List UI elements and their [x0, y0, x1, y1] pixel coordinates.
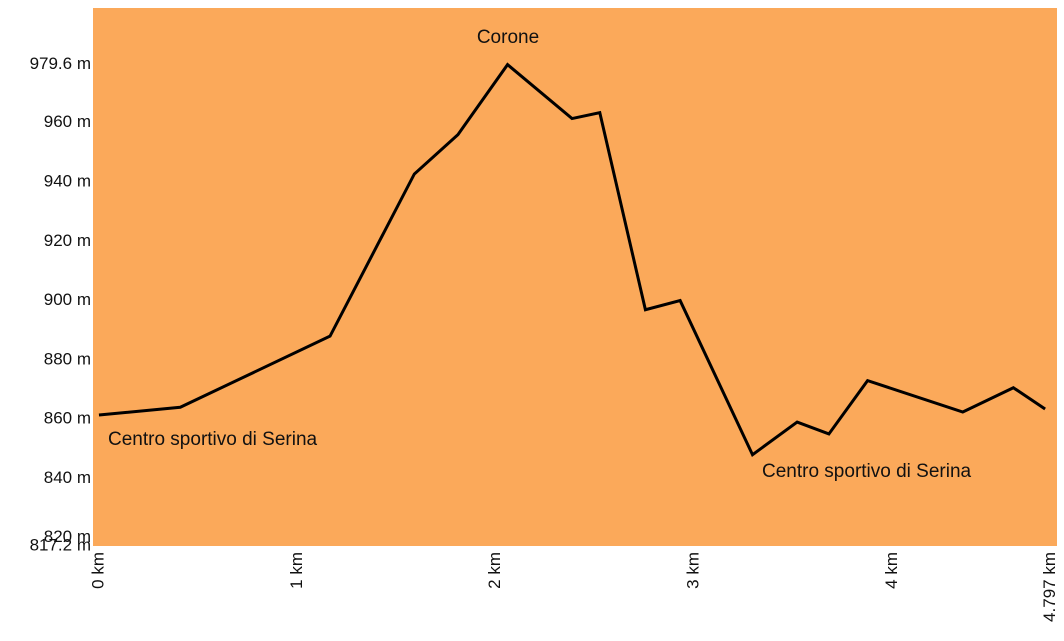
y-tick-label: 860 m — [44, 409, 91, 428]
y-tick-label: 817.2 m — [30, 535, 91, 554]
y-tick-label: 960 m — [44, 112, 91, 131]
annotation: Corone — [477, 27, 539, 48]
y-tick-label: 900 m — [44, 290, 91, 309]
y-tick-label: 880 m — [44, 349, 91, 368]
y-tick-label: 920 m — [44, 231, 91, 250]
x-tick-label: 4 km — [882, 552, 901, 589]
x-tick-label: 3 km — [683, 552, 702, 589]
elevation-line — [98, 62, 1046, 457]
y-tick-label: 979.6 m — [30, 54, 91, 73]
x-tick-label: 0 km — [88, 552, 107, 589]
y-tick-label: 840 m — [44, 468, 91, 487]
x-tick-label: 2 km — [485, 552, 504, 589]
plot-background — [93, 8, 1057, 546]
y-tick-label: 940 m — [44, 171, 91, 190]
x-tick-label: 1 km — [287, 552, 306, 589]
x-tick-label: 4.797 km — [1040, 552, 1059, 622]
annotation: Centro sportivo di Serina — [108, 429, 318, 450]
annotation: Centro sportivo di Serina — [762, 461, 972, 482]
y-tick-label: 820 m — [44, 527, 91, 546]
